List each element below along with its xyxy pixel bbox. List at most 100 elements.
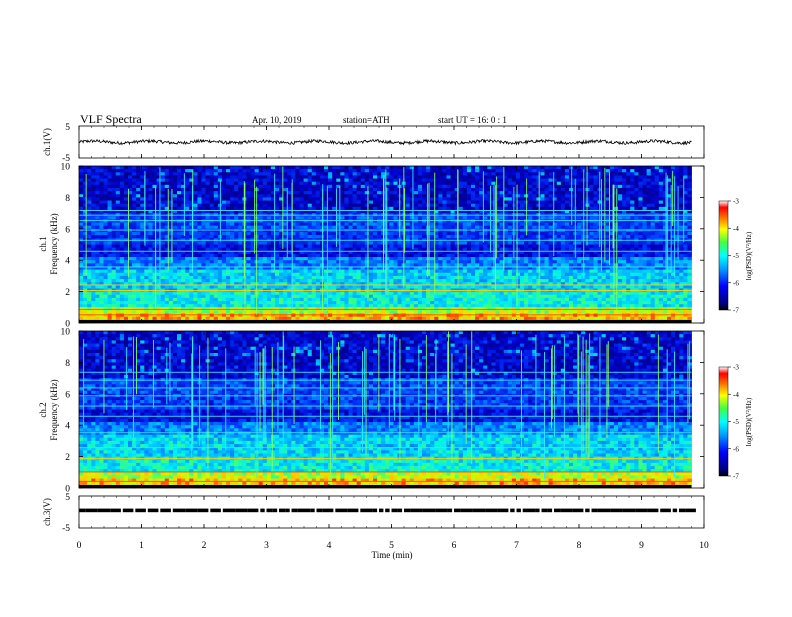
spectrogram-cell [287, 222, 292, 227]
spectrogram-cell [520, 241, 525, 245]
spectrogram-cell [377, 187, 382, 192]
spectrogram-cell [377, 184, 382, 189]
spectrogram-cell [168, 250, 174, 255]
spectrogram-cell [409, 200, 415, 205]
spectrogram-cell [675, 209, 680, 214]
spectrogram-cell [364, 209, 370, 214]
spectrogram-cell [426, 197, 431, 201]
spectrogram-cell [569, 203, 574, 208]
spectrogram-cell [373, 250, 378, 255]
spectrogram-cell [311, 197, 317, 201]
spectrogram-cell [389, 200, 394, 205]
spectrogram-cell [675, 184, 680, 189]
spectrogram-cell [348, 197, 353, 201]
spectrogram-cell [160, 247, 166, 252]
spectrogram-cell [336, 247, 341, 252]
spectrogram-cell [364, 166, 370, 170]
spectrogram-cell [181, 219, 186, 223]
spectrogram-cell [515, 187, 521, 192]
spectrogram-cell [479, 266, 484, 271]
spectrogram-cell [642, 200, 647, 205]
spectrogram-cell [262, 181, 268, 186]
spectrogram-cell [270, 263, 276, 267]
spectrogram-cell [654, 253, 660, 258]
spectrogram-cell [340, 244, 345, 249]
spectrogram-cell [658, 266, 664, 271]
spectrogram-cell [250, 219, 255, 223]
spectrogram-cell [556, 194, 562, 198]
spectrogram-cell [626, 263, 631, 267]
spectrogram-cell [622, 247, 627, 252]
spectrogram-cell [679, 178, 684, 183]
spectrogram-cell [585, 169, 590, 173]
spectrogram-cell [450, 219, 456, 223]
spectrogram-cell [409, 219, 415, 223]
spectrogram-cell [658, 247, 664, 252]
spectrogram-cell [132, 241, 137, 245]
spectrogram-cell [238, 266, 243, 271]
spectrogram-cell [111, 269, 117, 274]
spectrogram-cell [483, 247, 488, 252]
spectrogram-cell [409, 241, 415, 245]
spectrogram-cell [495, 194, 500, 198]
spectrogram-cell [556, 209, 562, 214]
spectrogram-cell [671, 244, 676, 249]
spectrogram-cell [556, 169, 562, 173]
spectrogram-cell [524, 175, 529, 179]
spectrogram-cell [115, 181, 121, 186]
spectrogram-cell [83, 241, 88, 245]
spectrogram-cell [311, 263, 317, 267]
spectrogram-cell [450, 200, 456, 205]
spectrogram-cell [115, 269, 121, 274]
spectrogram-cell [520, 253, 525, 258]
spectrogram-cell [507, 197, 513, 201]
spectrogram-cell [181, 181, 186, 186]
spectrogram-cell [499, 216, 505, 220]
spectrogram-cell [299, 184, 304, 189]
spectrogram-cell [585, 231, 590, 236]
spectrogram-cell [238, 181, 243, 186]
spectrogram-cell [556, 187, 562, 192]
spectrogram-cell [569, 266, 574, 271]
spectrogram-cell [540, 191, 545, 195]
spectrogram-cell [426, 187, 431, 192]
spectrogram-cell [389, 235, 394, 239]
spectrogram-cell [332, 203, 337, 208]
spectrogram-cell [156, 194, 162, 198]
spectrogram-cell [638, 216, 643, 220]
spectrogram-cell [226, 169, 231, 173]
spectrogram-cell [368, 266, 374, 271]
spectrogram-cell [303, 260, 309, 264]
spectrogram-cell [189, 228, 194, 233]
spectrogram-cell [185, 250, 190, 255]
spectrogram-cell [377, 228, 382, 233]
spectrogram-cell [136, 219, 141, 223]
spectrogram-cell [287, 235, 292, 239]
spectrogram-cell [658, 206, 664, 211]
spectrogram-cell [283, 191, 288, 195]
spectrogram-cell [189, 257, 194, 261]
spectrogram-cell [385, 225, 390, 230]
spectrogram-cell [164, 197, 170, 201]
spectrogram-cell [160, 184, 166, 189]
spectrogram-cell [642, 175, 647, 179]
spectrogram-cell [299, 225, 304, 230]
spectrogram-cell [536, 197, 541, 201]
spectrogram-cell [295, 235, 300, 239]
spectrogram-cell [385, 253, 390, 258]
spectrogram-cell [193, 228, 198, 233]
spectrogram-cell [111, 260, 117, 264]
spectrogram-cell [434, 178, 439, 183]
spectrogram-cell [336, 187, 341, 192]
spectrogram-cell [450, 187, 456, 192]
spectrogram-cell [132, 263, 137, 267]
spectrogram-cell [671, 181, 676, 186]
spectrogram-cell [128, 187, 133, 192]
spectrogram-cell [638, 250, 643, 255]
spectrogram-cell [532, 253, 537, 258]
spectrogram-cell [373, 235, 378, 239]
spectrogram-cell [638, 175, 643, 179]
spectrogram-cell [119, 166, 125, 170]
spectrogram-cell [107, 187, 113, 192]
spectrogram-cell [479, 260, 484, 264]
